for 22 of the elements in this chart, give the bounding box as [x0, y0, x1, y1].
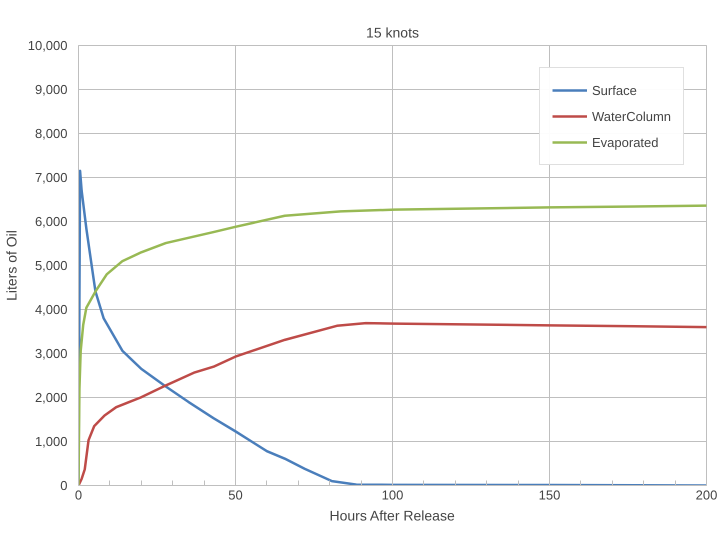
y-tick-label: 3,000 [34, 346, 68, 361]
y-tick-label: 1,000 [34, 434, 68, 449]
x-tick-label: 50 [228, 488, 243, 502]
x-tick-label: 150 [538, 488, 560, 502]
x-tick-label: 200 [696, 488, 718, 502]
chart-title: 15 knots [366, 24, 419, 40]
x-axis-title: Hours After Release [329, 508, 455, 524]
y-tick-label: 5,000 [34, 258, 68, 273]
legend-label: Surface [592, 82, 637, 98]
y-tick-label: 9,000 [34, 82, 68, 97]
legend-label: Evaporated [592, 134, 659, 150]
y-tick-label: 2,000 [34, 390, 68, 405]
y-tick-label: 6,000 [34, 214, 68, 229]
y-axis-title: Liters of Oil [4, 230, 20, 301]
y-tick-label: 0 [60, 478, 68, 493]
legend-label: WaterColumn [592, 108, 671, 124]
x-tick-label: 100 [382, 488, 404, 502]
y-tick-label: 8,000 [34, 126, 68, 141]
y-tick-label: 4,000 [34, 302, 68, 317]
y-tick-label: 10,000 [28, 38, 68, 53]
x-tick-label: 0 [74, 488, 82, 502]
y-tick-label: 7,000 [34, 170, 68, 185]
